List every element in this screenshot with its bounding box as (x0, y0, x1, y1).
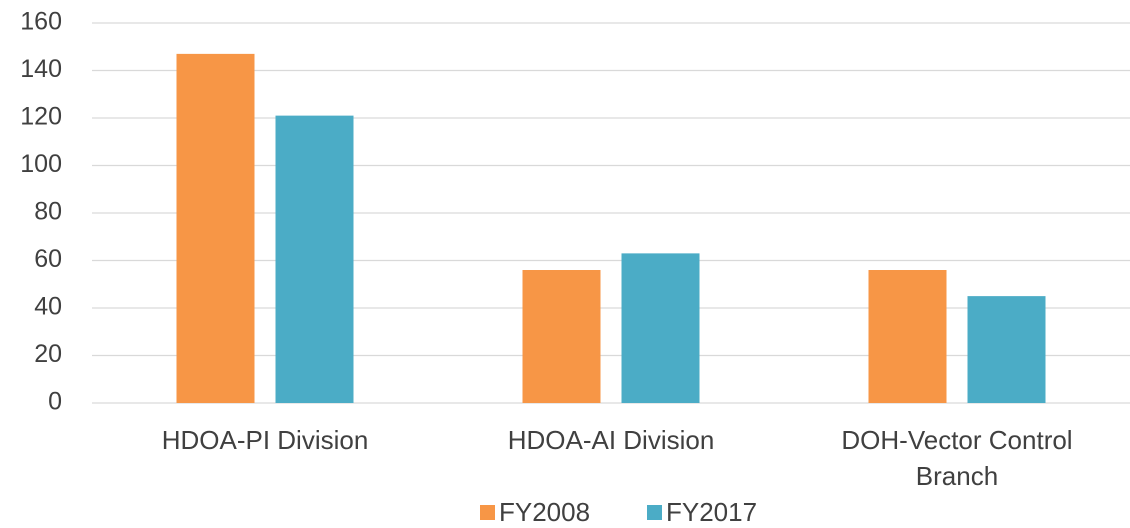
y-tick-label: 40 (34, 293, 62, 321)
bar (275, 115, 354, 403)
bar (967, 296, 1046, 403)
legend-swatch (480, 505, 495, 520)
y-tick-label: 80 (34, 198, 62, 226)
legend-label: FY2008 (499, 497, 591, 527)
x-tick-label: DOH-Vector Control Branch (841, 425, 1073, 491)
bar (868, 270, 947, 403)
y-tick-label: 100 (20, 150, 62, 178)
y-tick-label: 0 (48, 388, 62, 416)
legend-swatch (647, 505, 662, 520)
x-tick-label: HDOA-AI Division (507, 425, 715, 455)
bar (522, 270, 601, 403)
bar (621, 253, 700, 403)
y-tick-label: 20 (34, 340, 62, 368)
y-tick-label: 60 (34, 245, 62, 273)
x-tick-label: HDOA-PI Division (161, 425, 369, 455)
legend-label: FY2017 (666, 497, 758, 527)
legend-item: FY2008 (480, 497, 590, 528)
bar (176, 53, 255, 403)
y-tick-label: 140 (20, 55, 62, 83)
y-tick-label: 160 (20, 8, 62, 36)
legend-item: FY2017 (647, 497, 757, 528)
y-tick-label: 120 (20, 103, 62, 131)
